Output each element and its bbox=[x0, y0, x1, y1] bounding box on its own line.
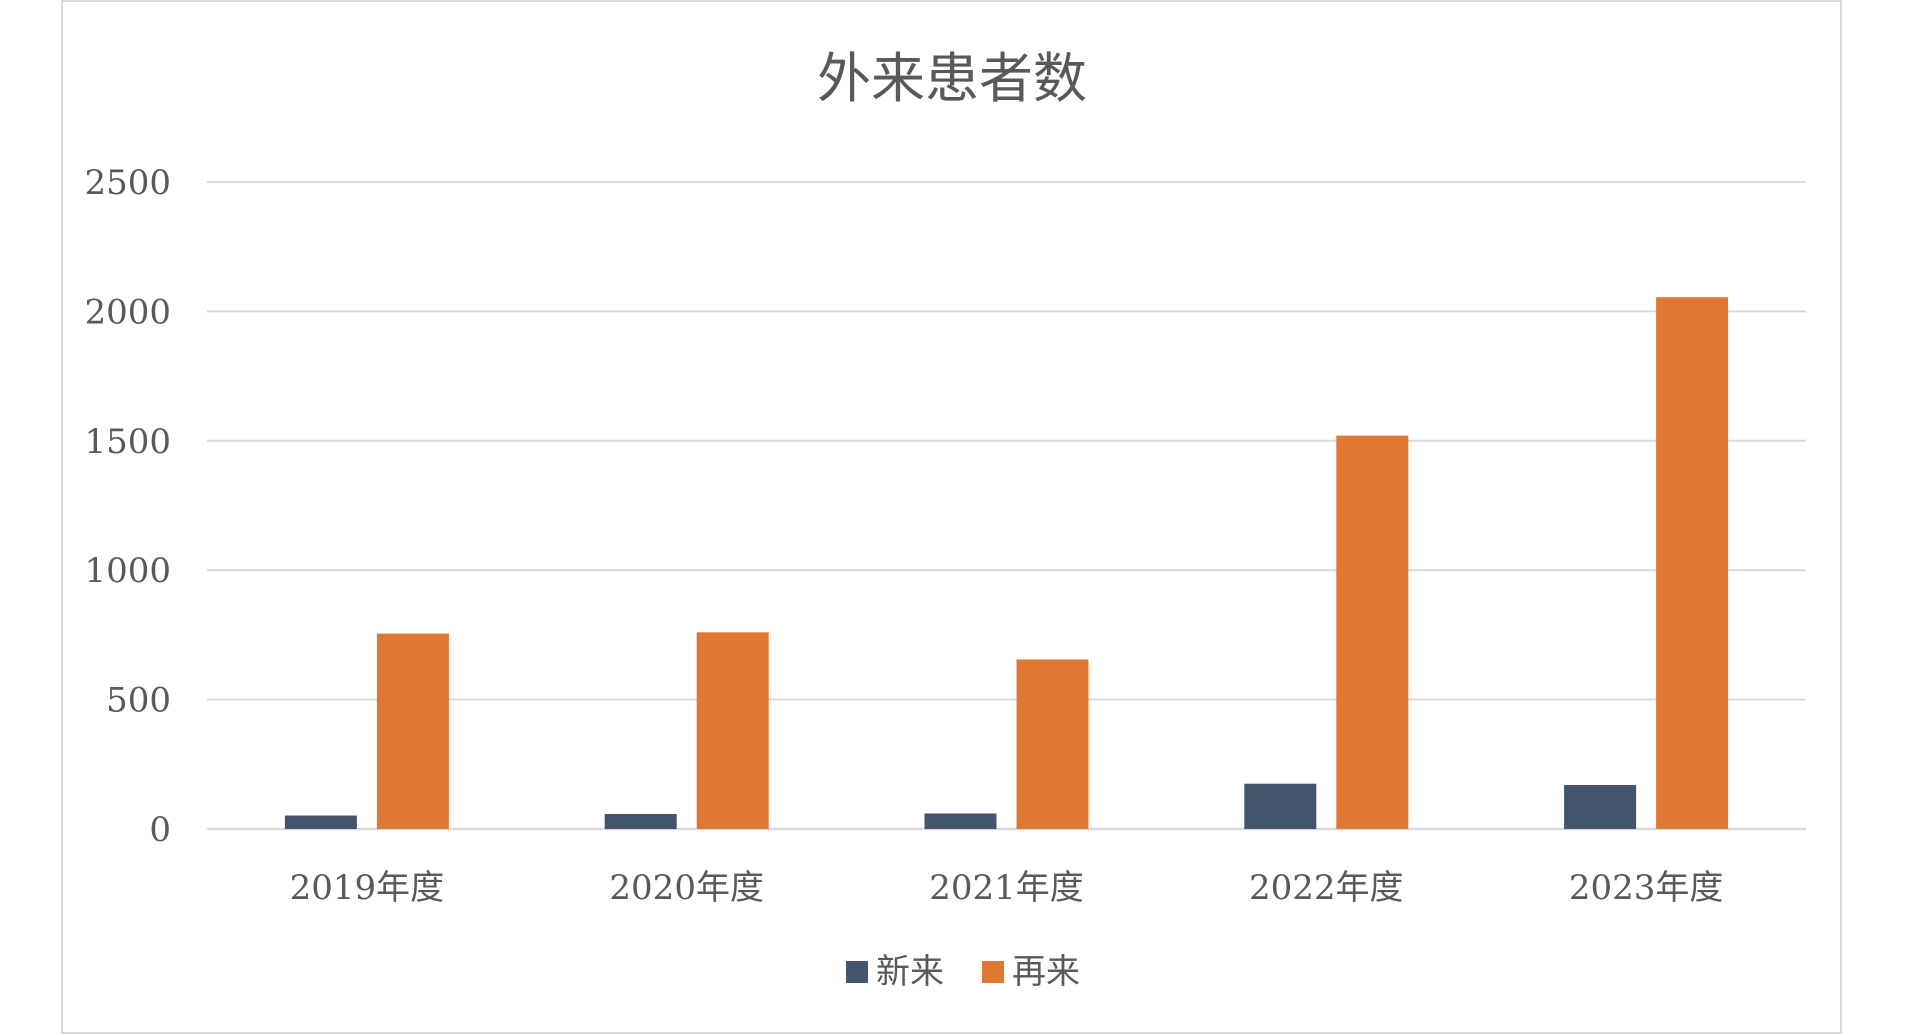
legend-swatch-0 bbox=[846, 961, 868, 983]
chart-frame bbox=[61, 0, 1842, 1034]
legend-label-0: 新来 bbox=[876, 952, 944, 992]
y-tick-label: 0 bbox=[149, 810, 171, 850]
y-tick-label: 2500 bbox=[84, 163, 171, 203]
y-tick-label: 1500 bbox=[84, 422, 171, 462]
chart-title: 外来患者数 bbox=[817, 47, 1087, 110]
x-axis-ticks: 2019年度 2020年度 2021年度 2022年度 2023年度 bbox=[290, 868, 1724, 908]
bar-new-0 bbox=[284, 815, 357, 829]
y-tick-label: 500 bbox=[106, 681, 171, 721]
y-axis-ticks: 0 500 1000 1500 2000 2500 bbox=[84, 163, 171, 850]
bar-return-1 bbox=[696, 632, 769, 829]
y-tick-label: 2000 bbox=[84, 292, 171, 332]
gridlines bbox=[207, 181, 1806, 831]
x-tick-label: 2022年度 bbox=[1249, 868, 1404, 908]
bar-return-4 bbox=[1656, 297, 1729, 829]
bar-return-3 bbox=[1336, 435, 1409, 829]
bar-return-2 bbox=[1016, 659, 1089, 829]
x-tick-label: 2021年度 bbox=[929, 868, 1084, 908]
bar-new-2 bbox=[924, 813, 997, 829]
bar-new-3 bbox=[1244, 783, 1317, 829]
x-tick-label: 2019年度 bbox=[290, 868, 445, 908]
x-tick-label: 2023年度 bbox=[1569, 868, 1724, 908]
x-tick-label: 2020年度 bbox=[609, 868, 764, 908]
bar-new-4 bbox=[1564, 785, 1637, 829]
legend-label-1: 再来 bbox=[1012, 952, 1080, 992]
y-tick-label: 1000 bbox=[84, 551, 171, 591]
legend-swatch-1 bbox=[982, 961, 1004, 983]
bar-new-1 bbox=[604, 813, 677, 829]
bars bbox=[284, 297, 1729, 829]
bar-return-0 bbox=[376, 633, 449, 829]
legend: 新来 再来 bbox=[846, 952, 1080, 992]
